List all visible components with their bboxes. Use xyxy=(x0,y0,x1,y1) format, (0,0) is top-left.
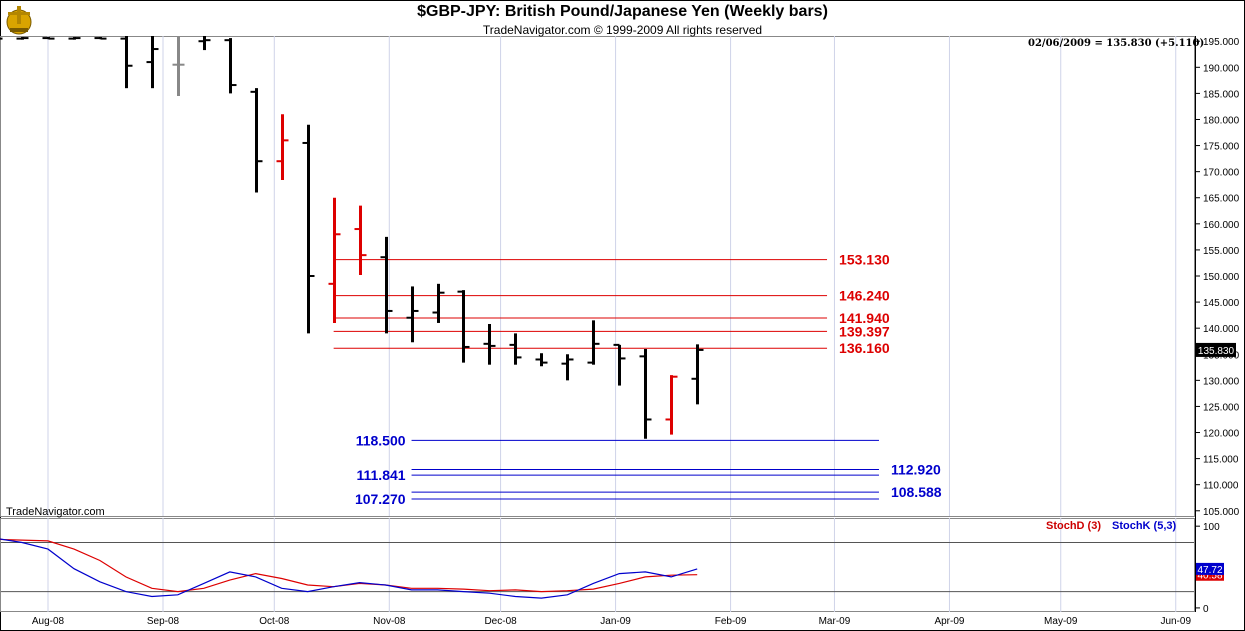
osc-y-tick-label: 0 xyxy=(1203,604,1209,615)
y-tick-label: 105.000 xyxy=(1203,507,1240,518)
y-tick-label: 120.000 xyxy=(1203,429,1240,440)
level-label: 136.160 xyxy=(839,340,890,356)
y-tick-label: 175.000 xyxy=(1203,142,1240,153)
x-tick-label: May-09 xyxy=(1044,616,1078,627)
last-price-label: 135.830 xyxy=(1198,346,1235,357)
level-label: 108.588 xyxy=(891,484,942,500)
x-tick-label: Feb-09 xyxy=(715,616,747,627)
level-label: 112.920 xyxy=(891,461,941,477)
level-label: 118.500 xyxy=(356,432,406,448)
y-tick-label: 125.000 xyxy=(1203,402,1240,413)
trade-navigator-logo-icon xyxy=(6,6,32,35)
stochk-line xyxy=(0,538,698,599)
y-tick-label: 110.000 xyxy=(1203,481,1239,492)
price-readout: 02/06/2009 = 135.830 (+5.110) xyxy=(1028,38,1205,49)
y-tick-label: 155.000 xyxy=(1203,246,1240,257)
y-tick-label: 195.000 xyxy=(1203,37,1240,48)
y-tick-label: 145.000 xyxy=(1203,298,1240,309)
y-tick-label: 185.000 xyxy=(1203,89,1240,100)
osc-last-box xyxy=(1196,562,1224,575)
level-label: 107.270 xyxy=(355,491,406,507)
y-tick-label: 180.000 xyxy=(1203,115,1240,126)
level-label: 141.940 xyxy=(839,310,890,326)
x-tick-label: Apr-09 xyxy=(934,616,964,627)
x-tick-label: Aug-08 xyxy=(32,616,65,627)
y-tick-label: 170.000 xyxy=(1203,168,1240,179)
x-tick-label: Jan-09 xyxy=(600,616,631,627)
level-label: 146.240 xyxy=(839,288,890,304)
chart-subtitle: TradeNavigator.com © 1999-2009 All right… xyxy=(482,23,763,37)
y-tick-label: 150.000 xyxy=(1203,272,1240,283)
y-tick-label: 130.000 xyxy=(1203,376,1240,387)
x-tick-label: Dec-08 xyxy=(484,616,517,627)
y-tick-label: 115.000 xyxy=(1203,455,1239,466)
osc-last-label: 47.72 xyxy=(1197,565,1222,576)
level-label: 139.397 xyxy=(839,323,890,339)
chart-title: $GBP-JPY: British Pound/Japanese Yen (We… xyxy=(417,3,828,20)
y-tick-label: 190.000 xyxy=(1203,63,1240,74)
y-tick-label: 160.000 xyxy=(1203,220,1240,231)
osc-y-tick-label: 100 xyxy=(1203,522,1220,533)
y-tick-label: 140.000 xyxy=(1203,324,1240,335)
y-tick-label: 165.000 xyxy=(1203,194,1240,205)
watermark-text: TradeNavigator.com xyxy=(6,506,105,518)
x-tick-label: Jun-09 xyxy=(1160,616,1191,627)
last-price-box xyxy=(1196,342,1236,357)
level-label: 111.841 xyxy=(356,467,405,483)
x-tick-label: Nov-08 xyxy=(373,616,406,627)
x-tick-label: Mar-09 xyxy=(819,616,851,627)
x-tick-label: Oct-08 xyxy=(259,616,289,627)
legend-stochd: StochD (3) xyxy=(1046,520,1101,532)
legend-stochk: StochK (5,3) xyxy=(1112,520,1177,532)
x-tick-label: Sep-08 xyxy=(147,616,180,627)
osc-last-label: 40.58 xyxy=(1197,571,1222,582)
level-label: 153.130 xyxy=(839,252,890,268)
